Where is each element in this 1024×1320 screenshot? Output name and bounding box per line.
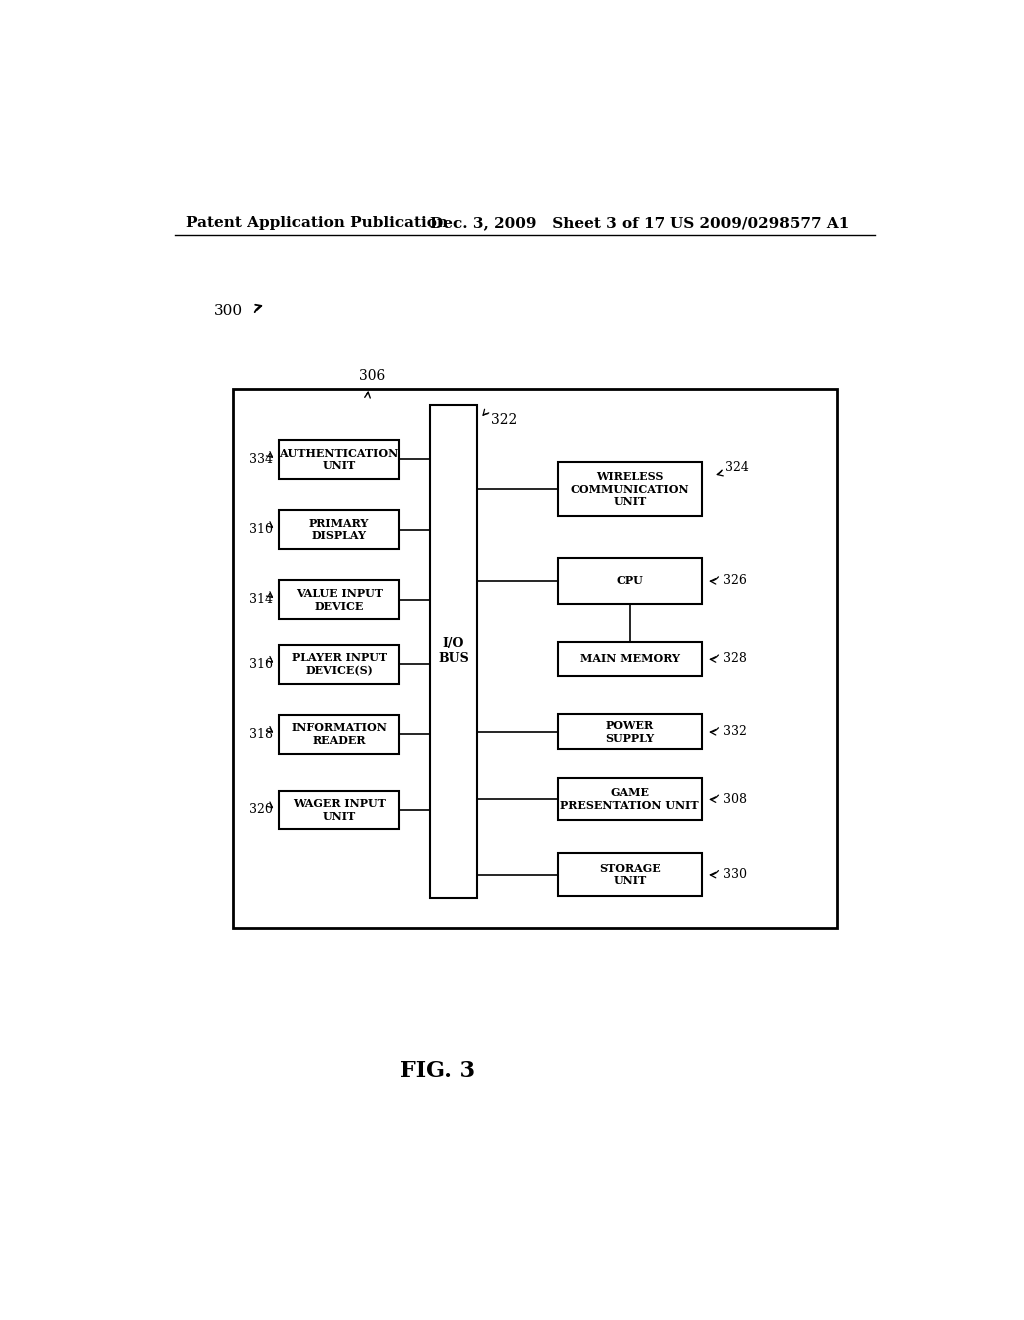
Text: WIRELESS
COMMUNICATION
UNIT: WIRELESS COMMUNICATION UNIT xyxy=(570,471,689,507)
Bar xyxy=(280,581,399,619)
Bar xyxy=(558,462,701,516)
Bar xyxy=(558,777,701,820)
Bar xyxy=(558,557,701,603)
Bar xyxy=(430,405,477,898)
Text: MAIN MEMORY: MAIN MEMORY xyxy=(580,653,680,664)
Text: 328: 328 xyxy=(723,652,748,665)
Text: Patent Application Publication: Patent Application Publication xyxy=(186,216,449,230)
Bar xyxy=(280,511,399,549)
Bar xyxy=(558,853,701,896)
Text: 318: 318 xyxy=(249,727,273,741)
Bar xyxy=(558,642,701,676)
Bar xyxy=(280,715,399,754)
Text: 330: 330 xyxy=(723,869,748,880)
Text: VALUE INPUT
DEVICE: VALUE INPUT DEVICE xyxy=(296,587,383,611)
Text: Dec. 3, 2009   Sheet 3 of 17: Dec. 3, 2009 Sheet 3 of 17 xyxy=(430,216,666,230)
Text: 326: 326 xyxy=(723,574,748,587)
Text: STORAGE
UNIT: STORAGE UNIT xyxy=(599,862,660,887)
Bar xyxy=(558,714,701,748)
Text: PRIMARY
DISPLAY: PRIMARY DISPLAY xyxy=(309,517,370,541)
Bar xyxy=(280,441,399,479)
Text: PLAYER INPUT
DEVICE(S): PLAYER INPUT DEVICE(S) xyxy=(292,652,387,676)
Text: 334: 334 xyxy=(249,453,273,466)
Text: 306: 306 xyxy=(359,370,385,383)
Text: 316: 316 xyxy=(249,657,273,671)
Text: CPU: CPU xyxy=(616,576,643,586)
Text: US 2009/0298577 A1: US 2009/0298577 A1 xyxy=(671,216,850,230)
Text: 322: 322 xyxy=(490,412,517,426)
Text: AUTHENTICATION
UNIT: AUTHENTICATION UNIT xyxy=(280,447,398,471)
Text: 324: 324 xyxy=(725,461,749,474)
Text: 300: 300 xyxy=(214,304,243,318)
Text: 308: 308 xyxy=(723,792,748,805)
Text: 320: 320 xyxy=(249,804,273,816)
Text: 332: 332 xyxy=(723,725,748,738)
Text: I/O
BUS: I/O BUS xyxy=(438,638,469,665)
Bar xyxy=(280,645,399,684)
Text: INFORMATION
READER: INFORMATION READER xyxy=(291,722,387,746)
Text: 310: 310 xyxy=(249,523,273,536)
Text: POWER
SUPPLY: POWER SUPPLY xyxy=(605,719,654,743)
Text: WAGER INPUT
UNIT: WAGER INPUT UNIT xyxy=(293,797,386,822)
Bar xyxy=(232,389,838,928)
Text: 314: 314 xyxy=(249,593,273,606)
Bar xyxy=(280,791,399,829)
Text: FIG. 3: FIG. 3 xyxy=(400,1060,475,1082)
Text: GAME
PRESENTATION UNIT: GAME PRESENTATION UNIT xyxy=(560,787,699,810)
